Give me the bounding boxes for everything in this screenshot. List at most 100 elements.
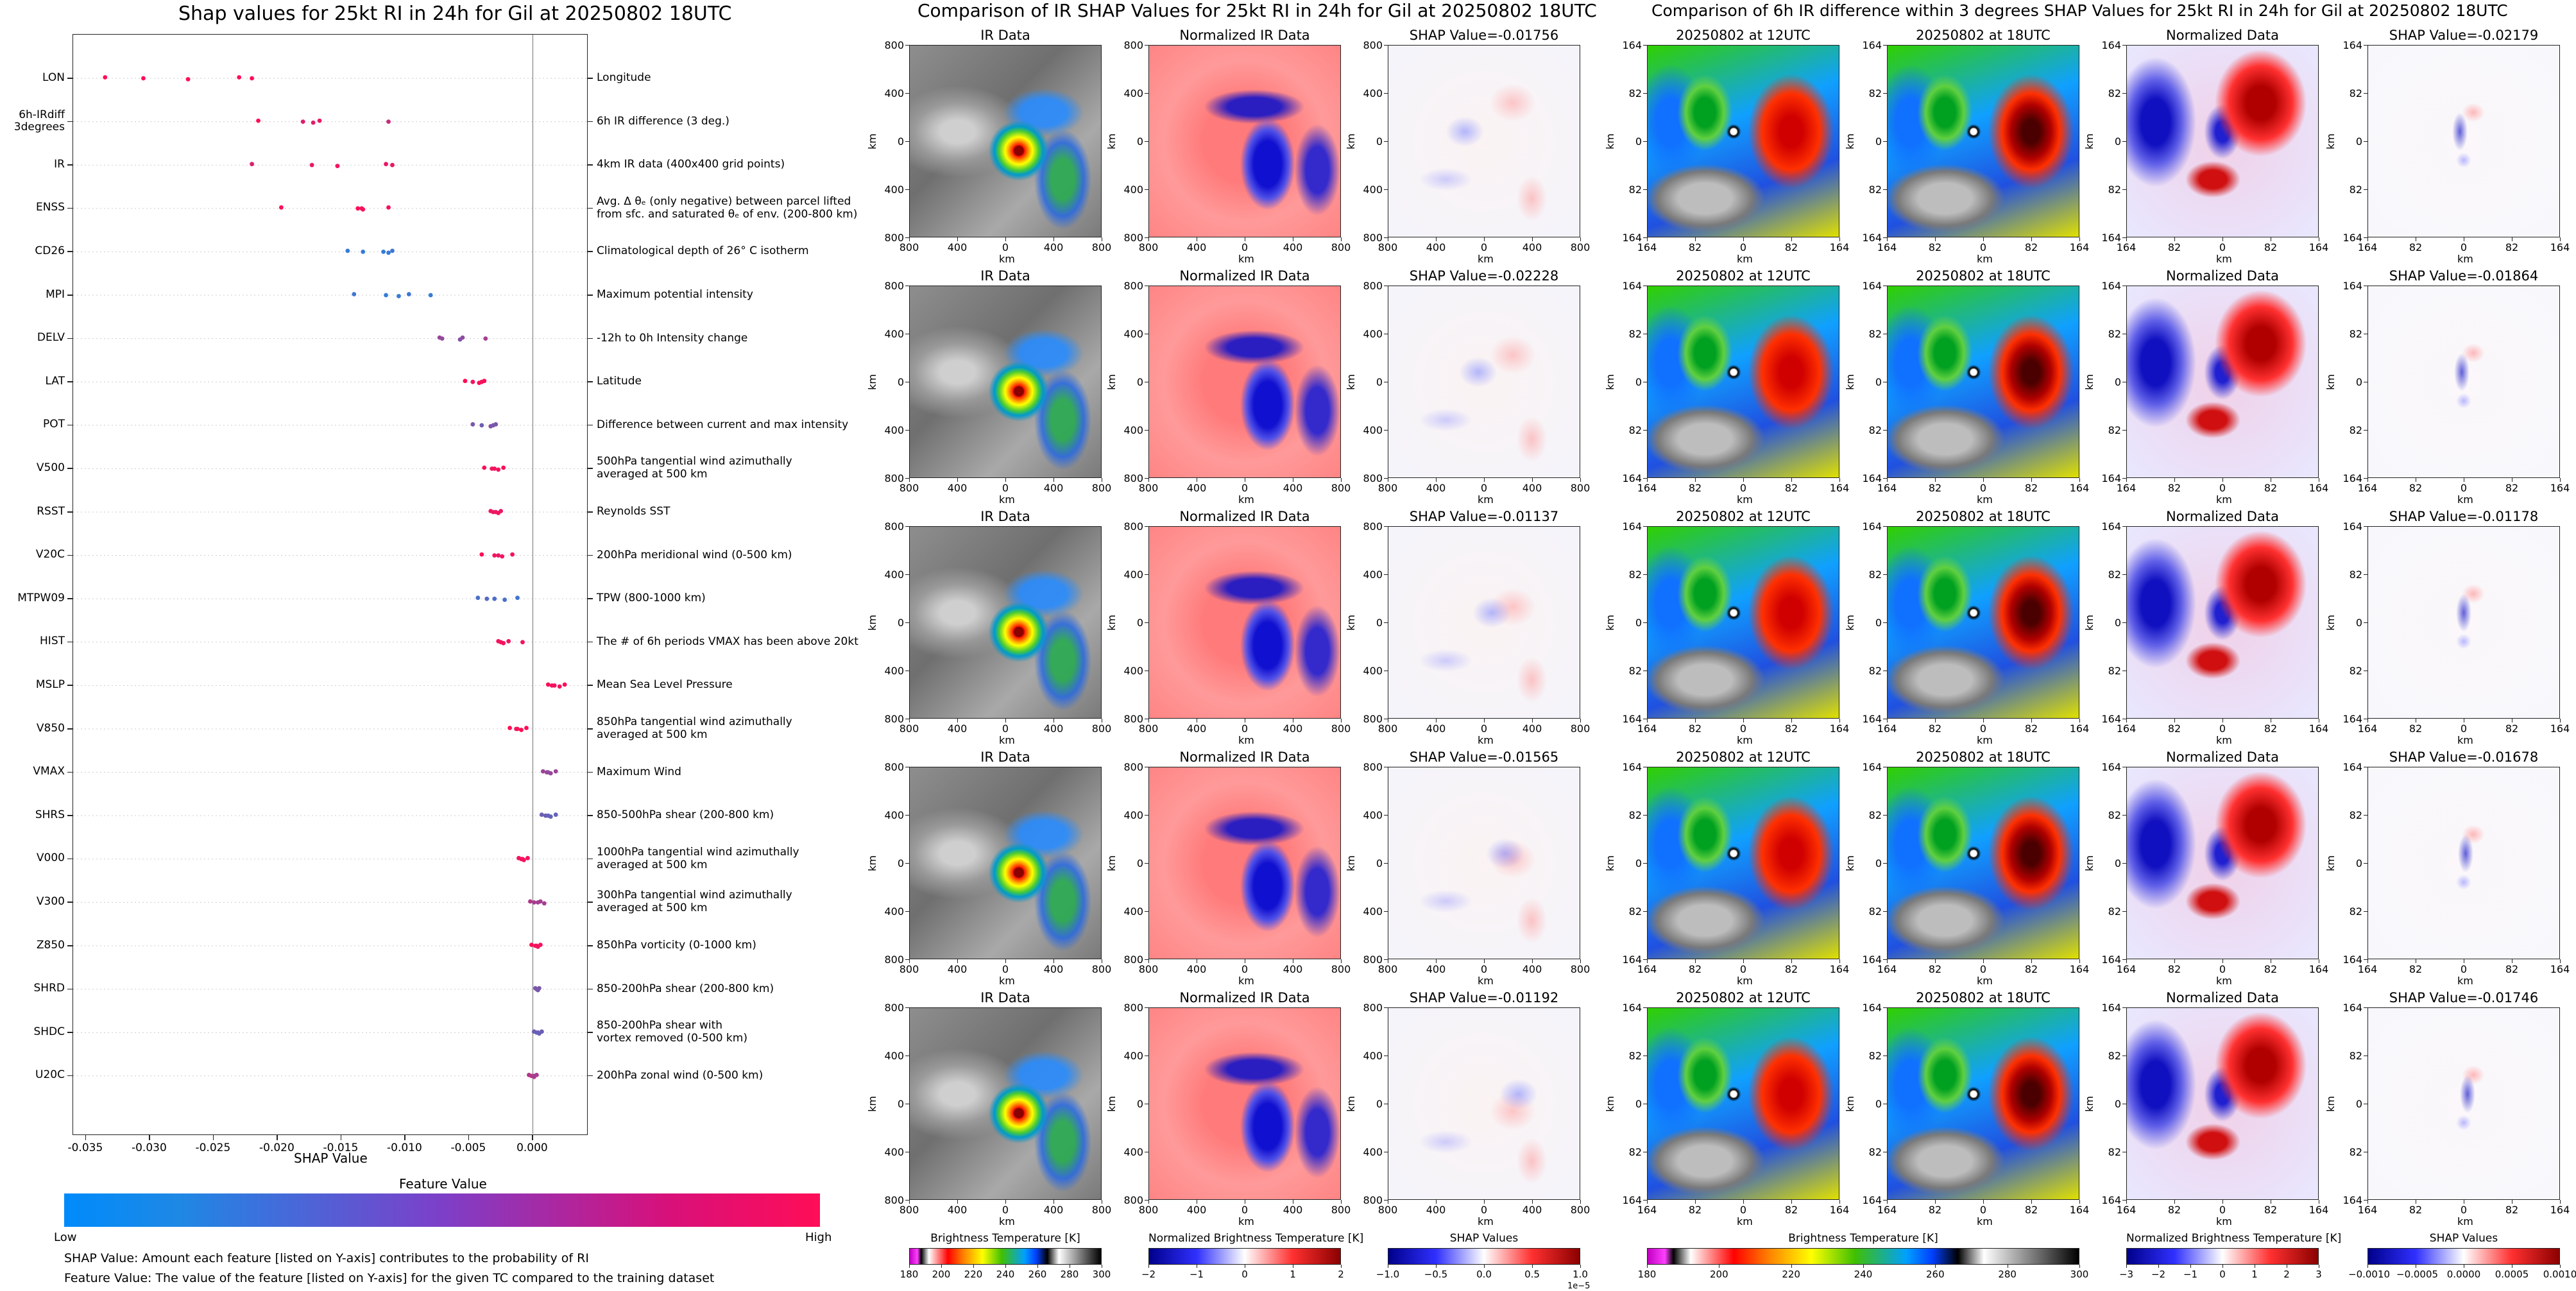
- x-tick-mark: [1532, 959, 1533, 963]
- x-tick-label: 0: [2219, 722, 2226, 735]
- y-tick-label: 800: [884, 280, 904, 292]
- y-tick-label: 0: [1376, 1098, 1383, 1110]
- x-tick-label: 0: [1739, 1204, 1747, 1216]
- x-axis-label: km: [1737, 253, 1753, 265]
- x-tick-mark: [2031, 719, 2032, 722]
- y-tick-label: 0: [1875, 135, 1882, 148]
- x-tick-label: 800: [1570, 482, 1591, 494]
- y-tick-label: 0: [1875, 617, 1882, 629]
- x-tick-label: 164: [1829, 963, 1850, 975]
- x-tick-mark: [1695, 237, 1696, 241]
- image-panel-r1-c4: [2367, 45, 2560, 237]
- x-axis-label: km: [1977, 975, 1993, 987]
- y-tick-mark: [1883, 1200, 1887, 1201]
- x-tick-label: 400: [947, 241, 968, 253]
- colorbar-diff-temp: [1647, 1248, 2079, 1265]
- x-tick-label: 800: [1331, 722, 1351, 735]
- feature-description: The # of 6h periods VMAX has been above …: [597, 635, 858, 648]
- y-tick-mark-right: [588, 338, 593, 339]
- x-tick-mark: [277, 1135, 278, 1140]
- shap-point: [484, 596, 490, 601]
- x-tick-mark: [909, 959, 910, 963]
- y-axis-label: km: [2324, 374, 2337, 390]
- y-tick-mark: [1883, 93, 1887, 94]
- feature-label: V20C: [35, 548, 65, 561]
- colorbar-tick-mark: [1532, 1265, 1533, 1268]
- x-tick-label: 800: [1138, 963, 1159, 975]
- x-axis-label: km: [999, 253, 1015, 265]
- colorbar-tick-label: 0: [1241, 1269, 1248, 1280]
- panel-title-r4-c3: SHAP Value=-0.01565: [1409, 749, 1559, 765]
- shap-point: [540, 769, 545, 774]
- x-tick-label: 164: [2116, 722, 2137, 735]
- x-tick-mark: [2560, 1200, 2561, 1204]
- y-tick-label: 82: [2108, 328, 2121, 340]
- x-tick-mark: [909, 237, 910, 241]
- feature-label: VMAX: [33, 765, 65, 778]
- y-tick-label: 82: [1628, 809, 1642, 821]
- y-tick-mark: [905, 863, 909, 864]
- x-tick-mark: [1053, 237, 1054, 241]
- y-tick-mark: [1145, 959, 1148, 960]
- shap-point: [185, 77, 191, 81]
- x-tick-mark: [957, 237, 958, 241]
- shap-point: [386, 119, 391, 124]
- shap-point: [250, 76, 255, 81]
- y-tick-label: 800: [1363, 520, 1383, 533]
- x-tick-label: 400: [1186, 1204, 1207, 1216]
- colorbar-tick-mark: [1005, 1265, 1006, 1268]
- x-tick-label: 0: [2460, 722, 2468, 735]
- y-tick-mark: [1883, 1007, 1887, 1008]
- colorbar-tick-mark: [1037, 1265, 1038, 1268]
- y-tick-label: 800: [884, 472, 904, 484]
- colorbar-ir-norm: [1148, 1248, 1341, 1265]
- shap-point: [528, 899, 533, 904]
- x-tick-mark: [2031, 959, 2032, 963]
- y-tick-label: 400: [884, 569, 904, 581]
- y-tick-mark: [1643, 430, 1647, 431]
- image-panel-r2-c3: [1388, 286, 1580, 478]
- y-tick-label: 0: [2114, 135, 2121, 148]
- x-tick-mark: [2126, 959, 2127, 963]
- y-tick-mark: [67, 641, 73, 643]
- colorbar-tick-label: −1: [1189, 1269, 1204, 1280]
- x-tick-label: 0: [2460, 1204, 2468, 1216]
- y-tick-label: 800: [1123, 953, 1143, 966]
- colorbar-tick-label: 0.5: [1524, 1269, 1540, 1280]
- x-tick-mark: [2222, 478, 2223, 482]
- x-tick-label: 82: [1784, 482, 1798, 494]
- x-tick-label: 400: [1522, 1204, 1542, 1216]
- x-tick-label: 82: [2409, 722, 2423, 735]
- x-tick-mark: [2560, 719, 2561, 722]
- y-tick-label: 164: [2342, 761, 2362, 773]
- x-tick-mark: [1580, 478, 1581, 482]
- x-tick-label: 82: [2409, 963, 2423, 975]
- y-tick-mark: [2122, 526, 2126, 527]
- y-tick-label: 82: [2108, 184, 2121, 196]
- colorbar-label-diff-shap: SHAP Values: [2429, 1232, 2498, 1245]
- y-tick-label: 0: [1635, 376, 1642, 388]
- y-tick-label: 0: [2114, 376, 2121, 388]
- y-tick-mark-right: [588, 945, 593, 946]
- y-tick-label: 82: [1868, 424, 1882, 436]
- y-tick-mark: [67, 858, 73, 860]
- y-tick-label: 400: [884, 328, 904, 340]
- diff-grid-title: Comparison of 6h IR difference within 3 …: [1651, 1, 2508, 20]
- image-panel-r3-c4: [2367, 526, 2560, 719]
- panel-title-r3-c2: 20250802 at 18UTC: [1916, 509, 2051, 524]
- y-tick-label: 400: [1363, 328, 1383, 340]
- y-axis-label: km: [866, 1096, 878, 1112]
- y-axis-label: km: [866, 615, 878, 631]
- y-tick-label: 800: [1123, 761, 1143, 773]
- y-tick-mark: [1643, 574, 1647, 575]
- y-tick-label: 164: [1622, 280, 1642, 292]
- x-tick-label: 164: [2308, 241, 2329, 253]
- shap-plot-title: Shap values for 25kt RI in 24h for Gil a…: [178, 3, 732, 25]
- colorbar-label-diff-norm: Normalized Brightness Temperature [K]: [2126, 1232, 2342, 1245]
- x-axis-label: km: [1737, 975, 1753, 987]
- x-tick-mark: [957, 719, 958, 722]
- feature-label: U20C: [35, 1068, 65, 1082]
- y-tick-label: 164: [1622, 713, 1642, 725]
- x-tick-label: 82: [2505, 722, 2519, 735]
- y-tick-mark: [1883, 815, 1887, 816]
